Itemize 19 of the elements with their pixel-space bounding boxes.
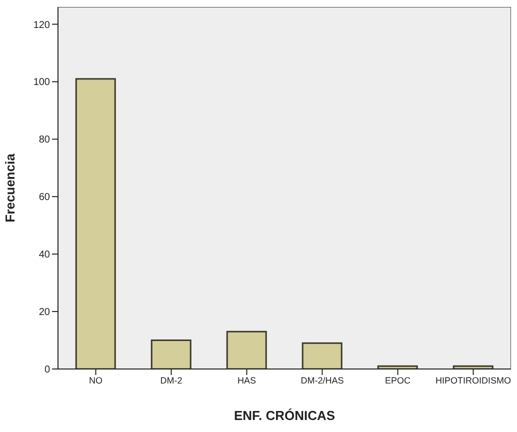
- bar: [75, 78, 116, 369]
- y-tick-label: 100: [33, 77, 50, 88]
- bar: [150, 340, 192, 369]
- y-tick-label: 60: [38, 192, 50, 204]
- bar: [302, 342, 342, 369]
- y-tick-label: 20: [38, 307, 50, 318]
- y-tick-label: 120: [33, 20, 50, 31]
- y-tick-label: 40: [38, 250, 50, 261]
- x-tick-label: NO: [89, 375, 102, 386]
- x-tick-label: HIPOTIROIDISMO: [435, 375, 512, 386]
- x-tick-label: DM-2/HAS: [300, 375, 344, 386]
- y-tick-label: 0: [44, 364, 50, 376]
- y-tick-label: 80: [38, 134, 50, 146]
- x-tick-label: HAS: [237, 375, 256, 386]
- x-tick-label: DM-2: [160, 375, 182, 386]
- y-axis-title: Frecuencia: [2, 152, 18, 222]
- x-axis-title: ENF. CRÓNICAS: [234, 408, 336, 423]
- x-tick-label: EPOC: [384, 375, 411, 386]
- bar: [226, 330, 267, 369]
